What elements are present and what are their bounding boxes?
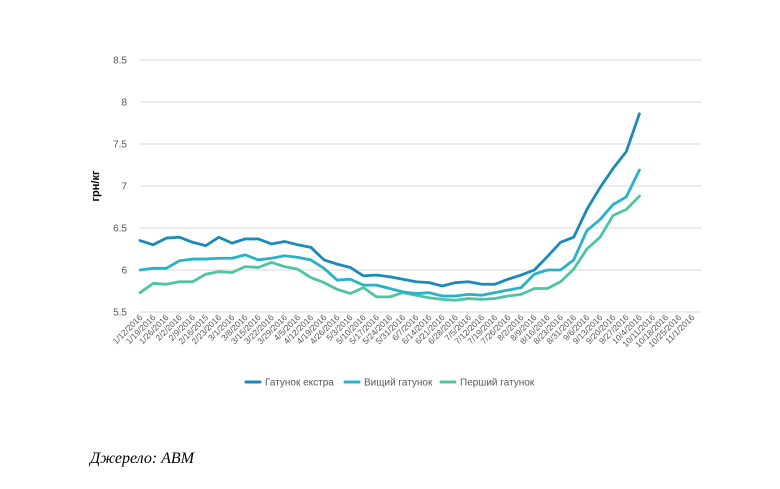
y-tick-label: 7.5 bbox=[113, 140, 127, 151]
y-axis-ticks: 5.5 6 6.5 7 7.5 8 8.5 bbox=[113, 56, 127, 319]
y-tick-label: 6 bbox=[121, 266, 127, 277]
legend-entry: Гатунок екстра bbox=[265, 378, 334, 389]
y-tick-label: 7 bbox=[121, 182, 127, 193]
source-caption: Джерело: АВМ bbox=[90, 450, 195, 467]
y-tick-label: 6.5 bbox=[113, 224, 127, 235]
gridlines bbox=[140, 59, 702, 313]
y-tick-label: 5.5 bbox=[113, 308, 127, 319]
y-tick-label: 8 bbox=[121, 98, 127, 109]
series-line bbox=[138, 112, 641, 288]
series-line bbox=[138, 168, 641, 298]
y-tick-label: 8.5 bbox=[113, 56, 127, 67]
legend-entry: Перший гатунок bbox=[460, 378, 535, 389]
series-line bbox=[138, 194, 641, 302]
legend-entry: Вищий гатунок bbox=[364, 378, 433, 389]
x-axis-ticks: 1/12/20161/19/20161/26/20162/2/20162/9/2… bbox=[111, 312, 697, 349]
y-axis-label: грн/кг bbox=[90, 170, 102, 202]
legend: Гатунок екстра Вищий гатунок Перший гатуно… bbox=[244, 378, 535, 389]
series-lines bbox=[138, 112, 641, 302]
